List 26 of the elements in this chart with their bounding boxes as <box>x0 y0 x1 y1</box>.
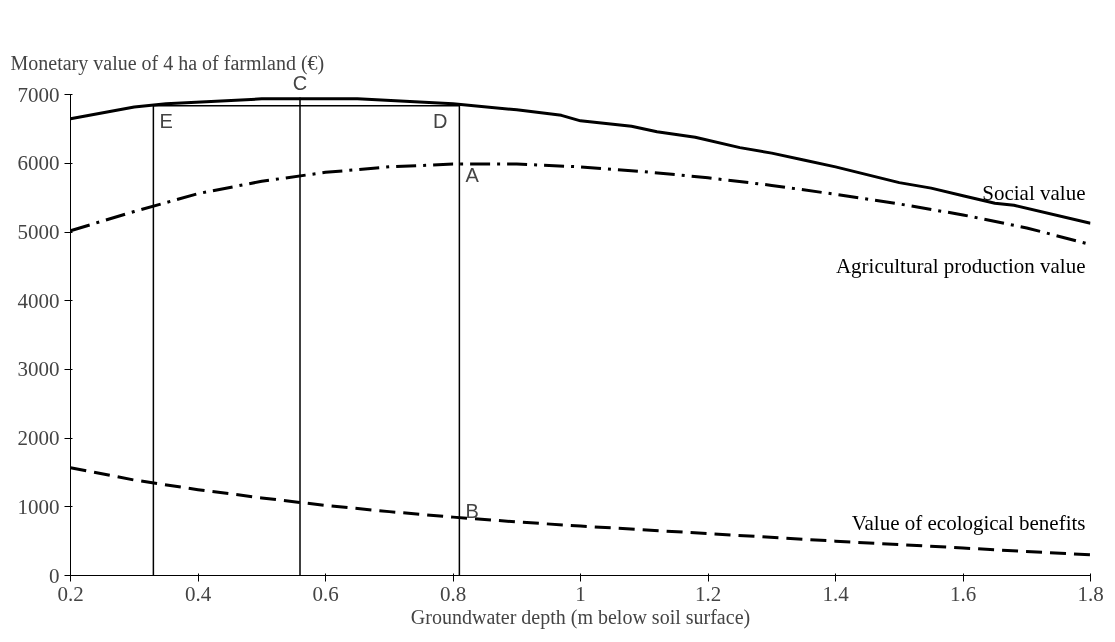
x-tick-label: 1.6 <box>949 581 977 606</box>
x-tick-label: 1.2 <box>694 581 722 606</box>
x-axis-title: Groundwater depth (m below soil surface) <box>410 605 751 629</box>
x-tick-label: 0.6 <box>312 581 339 606</box>
annotation: D <box>433 109 448 132</box>
annotation: B <box>465 499 479 522</box>
series-label: Social value <box>982 181 1086 206</box>
annotation: E <box>159 109 173 132</box>
y-axis-title: Monetary value of 4 ha of farmland (€) <box>10 51 325 75</box>
y-tick-label: 0 <box>49 563 60 588</box>
y-tick-label: 1000 <box>17 494 60 519</box>
annotation: A <box>465 164 480 187</box>
y-tick-label: 5000 <box>17 220 60 245</box>
x-tick-label: 0.2 <box>57 581 84 606</box>
x-tick-label: 0.4 <box>184 581 212 606</box>
y-tick-label: 2000 <box>17 426 60 451</box>
series-label: Agricultural production value <box>835 254 1086 279</box>
y-tick-label: 7000 <box>17 82 60 107</box>
x-tick-label: 0.8 <box>439 581 467 606</box>
x-tick-label: 1.4 <box>822 581 850 606</box>
series-label: Value of ecological benefits <box>851 510 1086 535</box>
y-tick-label: 3000 <box>17 357 60 382</box>
y-tick-label: 4000 <box>17 288 60 313</box>
y-tick-label: 6000 <box>17 151 60 176</box>
x-tick-label: 1.8 <box>1077 581 1104 606</box>
x-tick-label: 1 <box>575 581 586 606</box>
